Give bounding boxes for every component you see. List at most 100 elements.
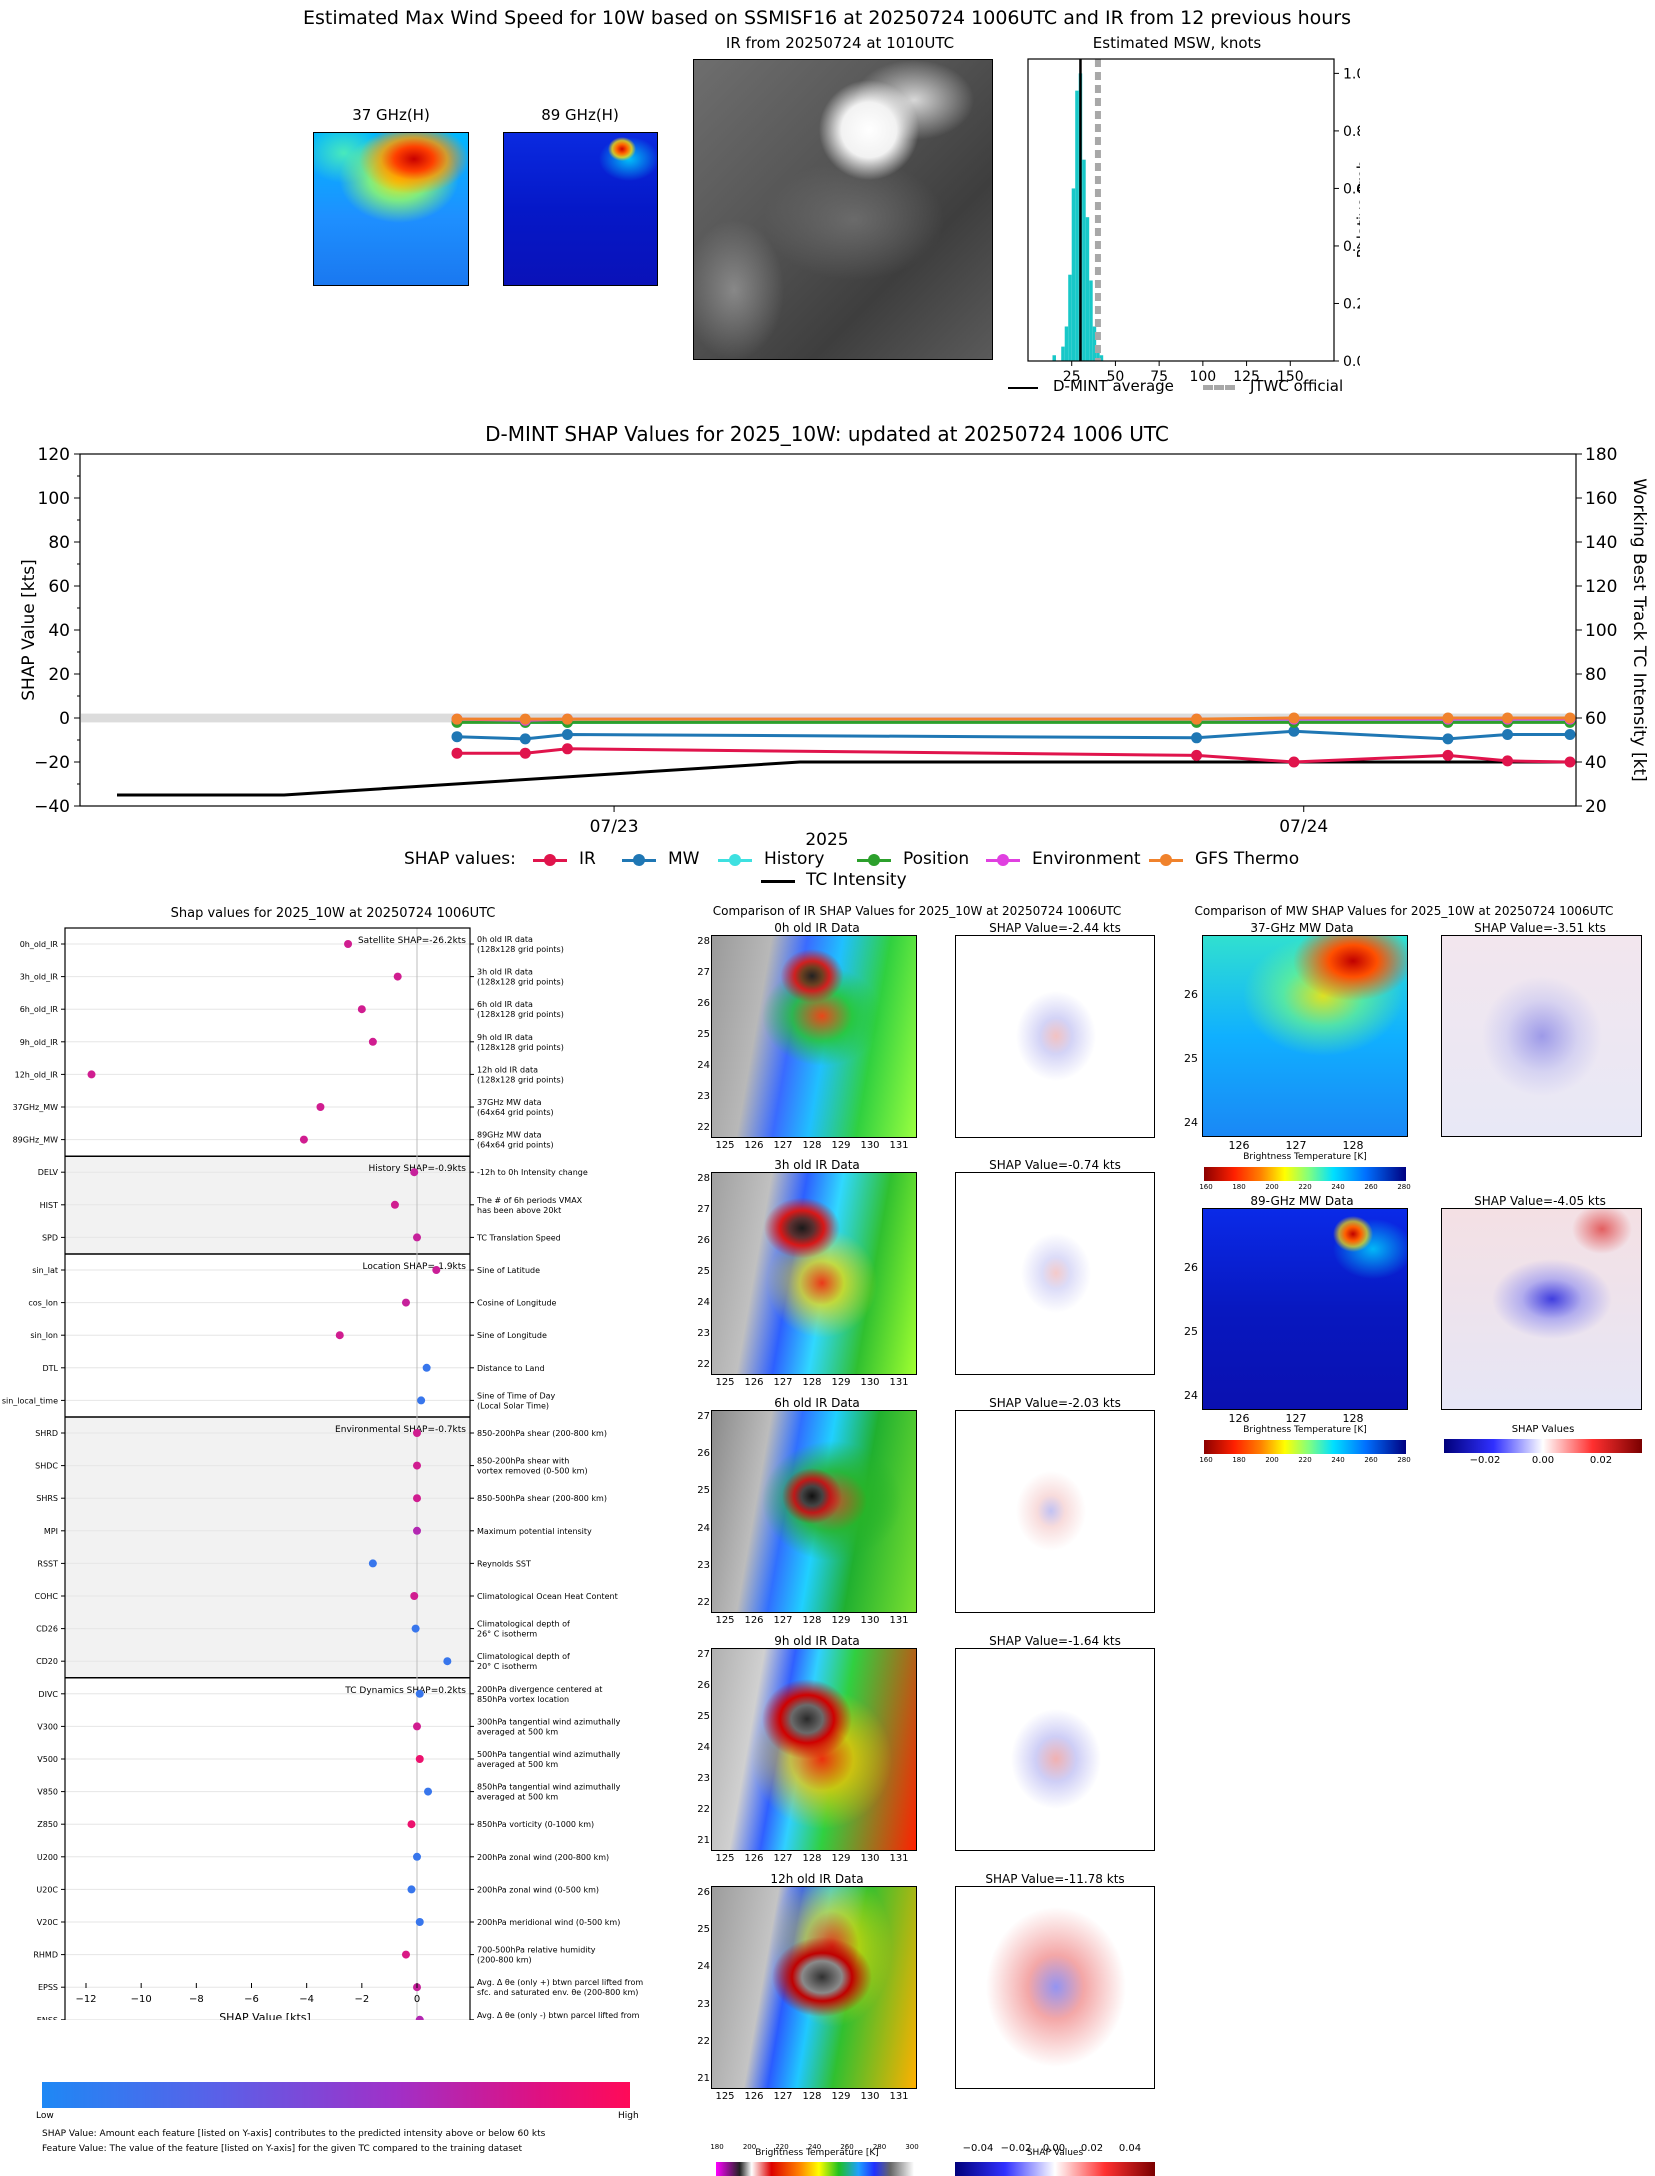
msw-xtick: 25 bbox=[1063, 369, 1081, 385]
feature-name: CD20 bbox=[36, 1657, 58, 1666]
mw-xtick: 128 bbox=[1342, 1139, 1364, 1152]
msw-ytick: 0.0 bbox=[1343, 354, 1360, 370]
feature-description: 3h old IR data bbox=[477, 968, 533, 977]
ir-shap-value: SHAP Value=-11.78 kts bbox=[985, 1872, 1125, 1886]
feature-name: RHMD bbox=[33, 1951, 58, 1960]
feature-description: (128x128 grid points) bbox=[477, 945, 564, 954]
feature-description: (128x128 grid points) bbox=[477, 1075, 564, 1084]
shap-point bbox=[316, 1103, 325, 1111]
ir-shap-value: SHAP Value=-1.64 kts bbox=[989, 1634, 1121, 1648]
feature-name: SHRD bbox=[35, 1429, 58, 1438]
series-point-mw bbox=[1288, 725, 1300, 737]
shap-point bbox=[368, 1037, 377, 1046]
series-point-ir bbox=[1564, 756, 1576, 768]
mw-xtick: 126 bbox=[1228, 1412, 1250, 1425]
legend-swatch-dot bbox=[729, 854, 741, 866]
feature-description: 850-500hPa shear (200-800 km) bbox=[477, 1494, 607, 1503]
ir-ytick: 24 bbox=[697, 1742, 710, 1753]
feature-description: Sine of Longitude bbox=[477, 1331, 547, 1340]
ir-ytick: 23 bbox=[697, 1773, 710, 1784]
series-point-gfs bbox=[519, 713, 531, 725]
ir-panel-image bbox=[711, 1172, 917, 1375]
ir-ytick: 22 bbox=[697, 2035, 710, 2047]
mw-bt-tick: 280 bbox=[1397, 1456, 1411, 1464]
ir-ytick: 27 bbox=[697, 967, 710, 978]
timeseries-title: D-MINT SHAP Values for 2025_10W: updated… bbox=[485, 422, 1169, 446]
shap-point bbox=[424, 1787, 433, 1796]
ir-bt-tick: 200 bbox=[742, 2143, 757, 2151]
ir-ytick: 25 bbox=[697, 1485, 710, 1497]
feature-name: HIST bbox=[40, 1201, 58, 1210]
mw-shap-tick: 0.02 bbox=[1589, 1455, 1613, 1466]
legend-swatch-dot bbox=[997, 854, 1009, 866]
tc-intensity-line bbox=[117, 760, 1570, 797]
group-label: Location SHAP=-1.9kts bbox=[362, 1262, 466, 1272]
ir-bt-tick: 260 bbox=[840, 2143, 854, 2151]
feature-description: (200-800 km) bbox=[477, 1956, 532, 1965]
feature-description: vortex removed (0-500 km) bbox=[477, 1467, 588, 1476]
shap-point bbox=[417, 1396, 426, 1405]
shap-point bbox=[407, 1885, 416, 1894]
ts-y2label: Working Best Track TC Intensity [kt] bbox=[1629, 478, 1649, 782]
ts-ytick: 80 bbox=[48, 533, 70, 553]
shap-value-note: SHAP Value: Amount each feature [listed … bbox=[42, 2129, 546, 2139]
legend-jtwc-label: JTWC official bbox=[1250, 377, 1344, 395]
ts-ytick: 20 bbox=[48, 665, 70, 685]
ir-ytick: 25 bbox=[697, 1266, 710, 1277]
shap-scatter-title: Shap values for 2025_10W at 20250724 100… bbox=[170, 906, 496, 921]
series-point-gfs bbox=[1502, 712, 1514, 724]
legend-intensity-swatch bbox=[761, 880, 795, 883]
ir-bt-bar bbox=[716, 2162, 914, 2176]
ir-ytick: 21 bbox=[697, 2073, 710, 2084]
feature-description: 850-200hPa shear with bbox=[477, 1457, 569, 1466]
ir-panel-image bbox=[711, 1648, 917, 1851]
panel-89-image bbox=[503, 132, 658, 286]
msw-bar bbox=[1071, 188, 1076, 361]
mw-shap-value: SHAP Value=-3.51 kts bbox=[1474, 921, 1606, 935]
ir-xtick: 129 bbox=[831, 1853, 851, 1864]
shap-point bbox=[413, 1233, 421, 1242]
feature-description: 0h old IR data bbox=[477, 935, 533, 944]
legend-intensity-label: TC Intensity bbox=[806, 870, 907, 890]
mw-panel-label: 89-GHz MW Data bbox=[1250, 1194, 1354, 1208]
feature-description: (64x64 grid points) bbox=[477, 1108, 554, 1117]
legend-label: Environment bbox=[1032, 849, 1141, 869]
feature-name: SPD bbox=[42, 1233, 58, 1242]
feature-value-colorbar bbox=[42, 2082, 630, 2108]
ir-ytick: 21 bbox=[697, 1835, 710, 1846]
ir-xtick: 128 bbox=[802, 2091, 822, 2102]
mw-shap-label: SHAP Values bbox=[1511, 1424, 1575, 1435]
msw-xtick: 100 bbox=[1189, 369, 1216, 385]
series-line-gfs bbox=[457, 716, 1570, 721]
panel-89-title: 89 GHz(H) bbox=[541, 106, 619, 124]
ts-y2tick: 100 bbox=[1585, 621, 1617, 641]
ts-y2tick: 140 bbox=[1585, 533, 1617, 553]
ir-shap-label: SHAP Values bbox=[1026, 2148, 1084, 2158]
msw-ytick: 0.4 bbox=[1343, 239, 1360, 255]
ts-ytick: 100 bbox=[38, 489, 70, 509]
mw-shap-bar bbox=[1444, 1439, 1642, 1453]
ir-panel-label: 0h old IR Data bbox=[774, 921, 860, 935]
ts-xlabel: 2025 bbox=[805, 830, 848, 850]
ir-shap-image bbox=[955, 1410, 1155, 1613]
shap-point bbox=[443, 1657, 452, 1666]
feature-description: Sine of Time of Day bbox=[477, 1391, 556, 1400]
ts-ytick: −40 bbox=[34, 797, 70, 817]
msw-ytick: 0.8 bbox=[1343, 124, 1360, 140]
ir-xtick: 127 bbox=[773, 1615, 793, 1626]
series-point-gfs bbox=[1564, 712, 1576, 724]
msw-bar bbox=[1064, 326, 1069, 361]
ir-xtick: 131 bbox=[889, 1377, 909, 1388]
msw-histogram: 25 50 75 100 125 150 0.0 0.2 0.4 0.6 0.8 1.0 Relat… bbox=[1027, 58, 1360, 385]
feature-description: The # of 6h periods VMAX bbox=[476, 1196, 583, 1205]
ir-ytick: 24 bbox=[697, 1961, 710, 1973]
mw-shap-image bbox=[1441, 1208, 1642, 1410]
ir-panel-label: 3h old IR Data bbox=[774, 1158, 860, 1172]
shap-scatter-chart: Satellite SHAP=-26.2kts 0h_old_IR 0h old I… bbox=[2, 927, 643, 2020]
ir-bt-tick: 300 bbox=[905, 2143, 919, 2151]
ir-xtick: 125 bbox=[715, 2091, 735, 2102]
series-point-mw bbox=[1564, 729, 1576, 740]
shap-point bbox=[410, 1592, 419, 1600]
ir-xtick: 129 bbox=[831, 1377, 851, 1388]
legend-swatch-dot bbox=[544, 854, 556, 866]
